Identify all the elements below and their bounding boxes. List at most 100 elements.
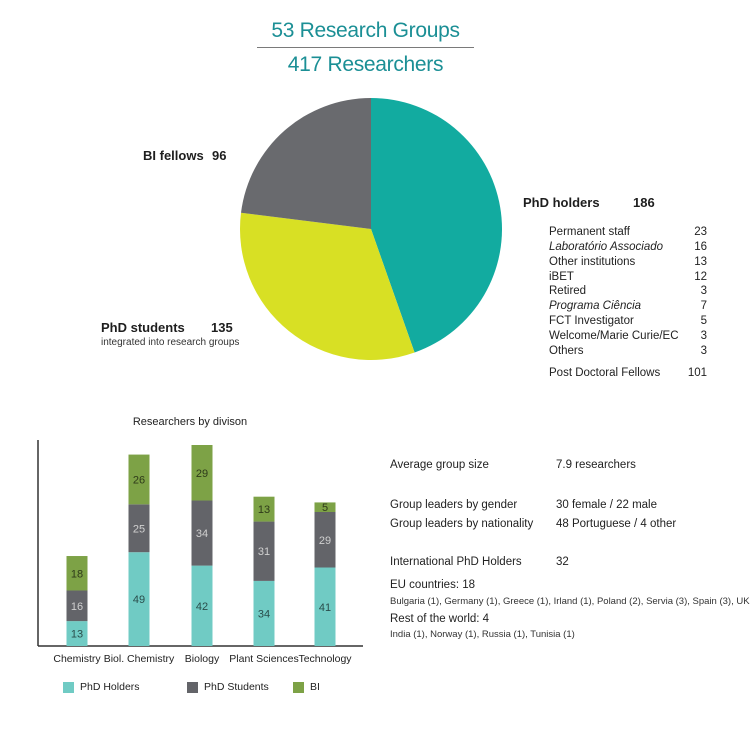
breakdown-value: 3 [700,344,707,357]
bar-value-label: 41 [319,602,331,614]
legend-label-bi: BI [310,681,320,693]
nationality-value: 48 Portuguese / 4 other [556,518,677,530]
eu-countries: EU countries: 18 [390,579,476,591]
bar-bi [66,556,88,591]
avg-group-size-label: Average group size [390,459,489,471]
legend-label-phd-students: PhD Students [204,681,269,693]
bar-phd-holders [314,567,336,646]
breakdown-label: Permanent staff [549,226,630,238]
rest-of-world-detail: India (1), Norway (1), Russia (1), Tunis… [390,629,575,640]
bar-value-label: 16 [71,601,83,613]
breakdown-row: iBET 12 [549,271,707,286]
breakdown-value: 12 [694,270,707,283]
bar-phd-students [66,590,88,622]
breakdown-row: Programa Ciência 7 [549,300,707,315]
bar-value-label: 5 [322,502,328,514]
bar-phd-students [191,500,213,566]
researchers-pie-chart [240,97,503,360]
bar-chart-title: Researchers by divison [133,416,247,428]
bar-bi [191,445,213,501]
bar-value-label: 26 [133,474,145,486]
bar-bi [253,496,275,522]
legend-swatch-bi [293,681,304,693]
bar-phd-holders [66,621,88,646]
breakdown-row: Retired 3 [549,285,707,300]
bar-phd-students [128,504,150,553]
phd-students-value: 135 [211,320,233,335]
bar-phd-holders [128,552,150,646]
breakdown-value: 5 [700,315,707,328]
breakdown-row: Welcome/Marie Curie/EC 3 [549,330,707,345]
researchers-title: 417 Researchers [287,53,444,76]
breakdown-label: iBET [549,270,574,283]
gender-label: Group leaders by gender [390,499,518,511]
nationality-label: Group leaders by nationality [390,518,534,530]
breakdown-label: FCT Investigator [549,315,634,328]
pie-slice-bi-fellows [241,98,371,229]
intl-phd-label: International PhD Holders [390,556,522,568]
legend-bi: BI [293,681,320,693]
intl-phd-value: 32 [556,556,569,568]
breakdown-label: Programa Ciência [549,300,642,313]
breakdown-label: Welcome/Marie Curie/EC [549,329,679,342]
bar-value-label: 49 [133,594,145,606]
postdoc-value: 101 [687,367,707,379]
bar-value-label: 29 [319,535,331,547]
breakdown-value: 3 [700,329,707,342]
bi-fellows-value: 96 [212,148,227,163]
bar-phd-holders [253,580,275,646]
postdoc-label: Post Doctoral Fellows [549,367,661,379]
bar-phd-holders [191,565,213,646]
breakdown-row: FCT Investigator 5 [549,315,707,330]
bar-value-label: 18 [71,568,83,580]
legend-swatch-phd-holders [63,681,74,693]
breakdown-label: Others [549,344,584,357]
breakdown-row: Permanent staff 23 [549,226,707,241]
gender-value: 30 female / 22 male [556,499,658,511]
breakdown-label: Laboratório Associado [549,240,664,253]
legend-label-phd-holders: PhD Holders [80,681,140,693]
breakdown-value: 7 [700,300,707,313]
avg-group-size-value: 7.9 researchers [556,459,636,471]
phd-students-label: PhD students [101,320,185,335]
bar-value-label: 29 [196,468,208,480]
breakdown-row: Other institutions 13 [549,256,707,271]
bar-phd-students [253,521,275,581]
postdoc-row: Post Doctoral Fellows 101 [549,367,707,382]
pie-slice-phd-students [240,212,415,360]
research-groups-title: 53 Research Groups [271,19,460,42]
breakdown-value: 3 [700,285,707,298]
legend-phd-students: PhD Students [187,681,269,693]
bar-value-label: 34 [196,528,208,540]
phd-holders-label: PhD holders [523,195,600,210]
category-label: Biology [185,653,220,665]
title-divider [257,47,474,48]
bar-bi [314,502,336,512]
bar-value-label: 31 [258,546,270,558]
breakdown-value: 16 [694,240,707,253]
category-label: Chemistry [53,653,101,665]
bar-phd-students [314,512,336,568]
breakdown-label: Other institutions [549,255,636,268]
rest-of-world: Rest of the world: 4 [390,613,490,625]
breakdown-row: Laboratório Associado 16 [549,241,707,256]
bar-value-label: 13 [71,629,83,641]
breakdown-row: Others 3 [549,345,707,360]
bi-fellows-label: BI fellows [143,148,204,163]
pie-slice-phd-holders [371,97,503,353]
category-label: Technology [298,653,352,665]
eu-countries-detail: Bulgaria (1), Germany (1), Greece (1), I… [390,596,750,607]
phd-students-note: integrated into research groups [101,337,240,348]
legend-swatch-phd-students [187,681,198,693]
breakdown-value: 23 [694,226,707,238]
phd-holders-value: 186 [633,195,655,210]
breakdown-value: 13 [694,255,707,268]
bar-value-label: 25 [133,523,145,535]
category-label: Plant Sciences [229,653,298,665]
bar-value-label: 42 [196,601,208,613]
bar-value-label: 13 [258,504,270,516]
legend-phd-holders: PhD Holders [63,681,140,693]
bar-value-label: 34 [258,608,270,620]
breakdown-label: Retired [549,285,587,298]
